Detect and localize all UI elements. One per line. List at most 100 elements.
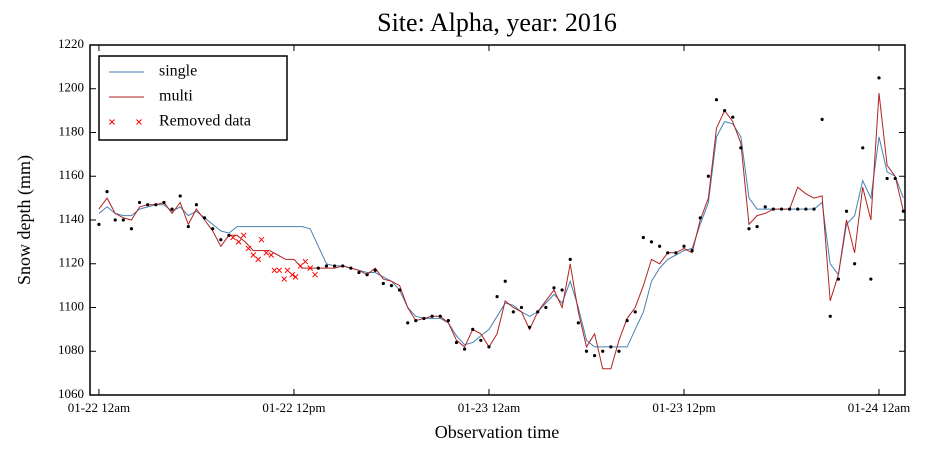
data-point — [129, 227, 134, 231]
data-point — [649, 240, 654, 244]
data-point — [316, 266, 320, 270]
data-point — [341, 264, 345, 268]
removed-point — [258, 236, 265, 243]
removed-point — [255, 256, 262, 263]
series-line — [98, 121, 904, 348]
removed-point — [235, 239, 242, 245]
x-tick-label: 01-23 12pm — [652, 400, 715, 415]
x-tick-label: 01-22 12pm — [262, 400, 325, 415]
data-point — [869, 277, 873, 281]
removed-point — [263, 249, 270, 256]
data-point — [381, 281, 385, 286]
data-point — [527, 325, 532, 329]
data-point — [194, 203, 199, 207]
y-tick-label: 1220 — [58, 36, 84, 51]
removed-point — [292, 274, 299, 280]
data-point — [414, 319, 418, 323]
data-point — [812, 207, 816, 211]
data-point — [495, 294, 499, 299]
data-point — [828, 314, 832, 318]
data-point — [186, 224, 190, 229]
data-point — [658, 244, 662, 248]
data-point — [397, 288, 402, 292]
data-point — [462, 347, 467, 351]
data-point — [446, 319, 450, 323]
data-point — [97, 222, 101, 226]
data-point — [861, 146, 865, 150]
data-point — [544, 305, 548, 310]
data-point — [714, 98, 719, 102]
data-point — [584, 349, 589, 353]
data-point — [202, 216, 207, 220]
x-tick-label: 01-22 12am — [68, 400, 130, 415]
y-axis-label: Snow depth (mm) — [14, 155, 35, 285]
data-point — [690, 249, 694, 253]
data-point — [617, 349, 621, 353]
data-point — [593, 354, 597, 358]
legend-swatch — [109, 119, 115, 125]
data-point — [771, 207, 775, 211]
removed-point — [284, 267, 291, 274]
data-point — [438, 314, 442, 318]
data-point — [893, 176, 897, 181]
removed-point — [289, 271, 296, 278]
data-point — [373, 268, 377, 272]
y-tick-label: 1160 — [58, 167, 84, 182]
data-point — [625, 319, 629, 323]
legend-label: multi — [159, 88, 193, 105]
data-point — [674, 251, 678, 255]
chart-title: Site: Alpha, year: 2016 — [377, 8, 617, 37]
data-point — [332, 264, 337, 268]
data-point — [609, 345, 613, 349]
data-point — [755, 224, 759, 229]
data-point — [471, 327, 475, 331]
y-tick-label: 1060 — [58, 386, 84, 401]
data-point — [219, 238, 223, 242]
y-tick-label: 1080 — [58, 342, 84, 357]
data-point — [731, 115, 735, 119]
data-point — [820, 117, 824, 121]
data-point — [560, 288, 564, 292]
data-point — [552, 286, 556, 290]
data-point — [877, 76, 881, 80]
data-point — [487, 345, 491, 349]
removed-point — [297, 263, 304, 269]
data-point — [576, 321, 580, 325]
x-tick-label: 01-23 12am — [458, 400, 520, 415]
data-point — [479, 338, 483, 342]
data-point — [503, 279, 507, 283]
legend-label: single — [159, 63, 197, 80]
data-point — [105, 189, 109, 194]
removed-point — [312, 271, 318, 278]
data-point — [349, 266, 353, 270]
data-point — [641, 235, 645, 240]
data-point — [211, 227, 215, 231]
data-point — [365, 273, 369, 277]
data-point — [901, 209, 905, 213]
removed-point — [307, 265, 314, 271]
legend-swatch — [136, 119, 142, 125]
data-point — [511, 310, 515, 314]
removed-point — [268, 252, 275, 258]
y-tick-label: 1140 — [58, 211, 84, 226]
data-point — [836, 277, 840, 281]
legend-label: Removed data — [159, 113, 251, 130]
data-point — [853, 262, 857, 266]
data-point — [747, 227, 751, 231]
data-point — [698, 216, 702, 220]
data-point — [666, 251, 670, 255]
x-tick-label: 01-24 12am — [848, 400, 910, 415]
data-point — [422, 316, 426, 321]
data-point — [723, 109, 727, 113]
y-tick-label: 1100 — [58, 298, 84, 313]
removed-point — [245, 245, 252, 252]
series-line — [98, 93, 904, 370]
x-axis-label: Observation time — [435, 422, 559, 442]
plot-frame — [89, 44, 906, 396]
data-point — [146, 203, 150, 207]
y-tick-label: 1180 — [58, 123, 84, 138]
data-point — [406, 321, 410, 325]
legend-box — [98, 55, 288, 141]
data-point — [137, 200, 142, 205]
